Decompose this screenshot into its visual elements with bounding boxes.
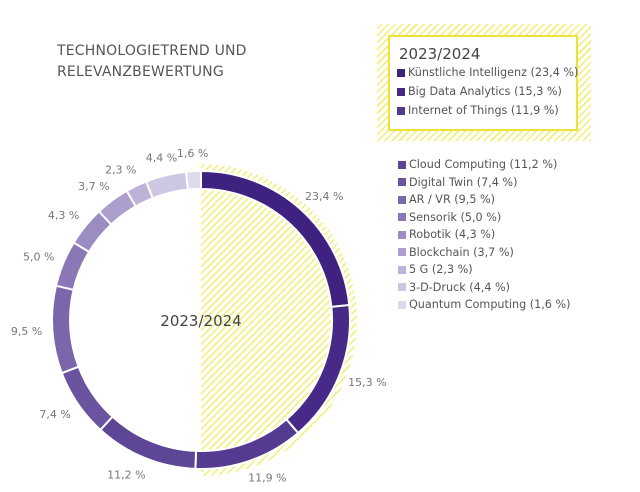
legend-item-3: Cloud Computing (11,2 %) <box>398 158 557 171</box>
legend-swatch <box>397 68 405 77</box>
legend-label: Digital Twin (7,4 %) <box>409 175 518 189</box>
highlight-legend-box: 2023/2024 <box>388 35 578 131</box>
data-label-4: 7,4 % <box>39 408 70 421</box>
legend-item-1: Big Data Analytics (15,3 %) <box>397 85 562 98</box>
legend-swatch <box>398 178 406 186</box>
legend-item-0: Künstliche Intelligenz (23,4 %) <box>397 66 578 79</box>
legend-swatch <box>398 283 406 291</box>
slice-3 <box>98 415 198 470</box>
legend-item-7: Robotik (4,3 %) <box>398 228 495 241</box>
legend-swatch <box>398 230 406 239</box>
slice-5 <box>51 284 80 375</box>
legend-item-11: Quantum Computing (1,6 %) <box>398 298 570 311</box>
data-label-0: 23,4 % <box>305 190 343 203</box>
legend-label: 3-D-Druck (4,4 %) <box>409 280 511 294</box>
data-label-8: 3,7 % <box>78 180 109 193</box>
highlight-box-title: 2023/2024 <box>399 45 481 63</box>
legend-item-9: 5 G (2,3 %) <box>398 263 473 276</box>
legend-swatch <box>398 248 406 256</box>
legend-label: AR / VR (9,5 %) <box>409 193 495 206</box>
legend-swatch <box>398 213 406 221</box>
legend-item-10: 3-D-Druck (4,4 %) <box>398 281 510 294</box>
slice-10 <box>144 170 189 200</box>
legend-item-6: Sensorik (5,0 %) <box>398 211 501 224</box>
title-line-2: RELEVANZBEWERTUNG <box>57 64 224 80</box>
legend-item-2: Internet of Things (11,9 %) <box>397 104 559 117</box>
data-label-7: 4,3 % <box>48 209 79 222</box>
legend-item-8: Blockchain (3,7 %) <box>398 246 514 259</box>
data-label-9: 2,3 % <box>105 164 136 177</box>
legend-item-4: Digital Twin (7,4 %) <box>398 176 517 189</box>
legend-label: Blockchain (3,7 %) <box>409 245 514 259</box>
legend-label: Sensorik (5,0 %) <box>409 210 502 224</box>
legend-label: Quantum Computing (1,6 %) <box>409 298 571 311</box>
data-label-6: 5,0 % <box>23 251 54 264</box>
legend-label: Cloud Computing (11,2 %) <box>409 158 558 171</box>
legend-swatch <box>398 195 406 204</box>
data-label-2: 11,9 % <box>248 472 286 485</box>
data-label-5: 9,5 % <box>11 325 42 338</box>
slice-11 <box>184 169 202 191</box>
legend-swatch <box>398 300 406 309</box>
title-line-1: TECHNOLOGIETREND UND <box>57 43 247 59</box>
data-label-3: 11,2 % <box>107 468 145 481</box>
legend-item-5: AR / VR (9,5 %) <box>398 193 495 206</box>
legend-label: Künstliche Intelligenz (23,4 %) <box>408 66 579 79</box>
legend-label: Big Data Analytics (15,3 %) <box>408 85 562 98</box>
legend-swatch <box>397 106 405 115</box>
legend-label: Internet of Things (11,9 %) <box>408 104 559 117</box>
legend-label: 5 G (2,3 %) <box>409 263 473 276</box>
legend-swatch <box>398 265 406 274</box>
legend-swatch <box>398 160 406 169</box>
legend-swatch <box>397 87 405 96</box>
center-label: 2023/2024 <box>160 312 241 330</box>
chart-title: TECHNOLOGIETREND UND RELEVANZBEWERTUNG <box>57 41 247 83</box>
legend-label: Robotik (4,3 %) <box>409 228 496 241</box>
data-label-11: 1,6 % <box>177 147 208 160</box>
data-label-1: 15,3 % <box>348 376 386 389</box>
data-label-10: 4,4 % <box>146 152 177 165</box>
